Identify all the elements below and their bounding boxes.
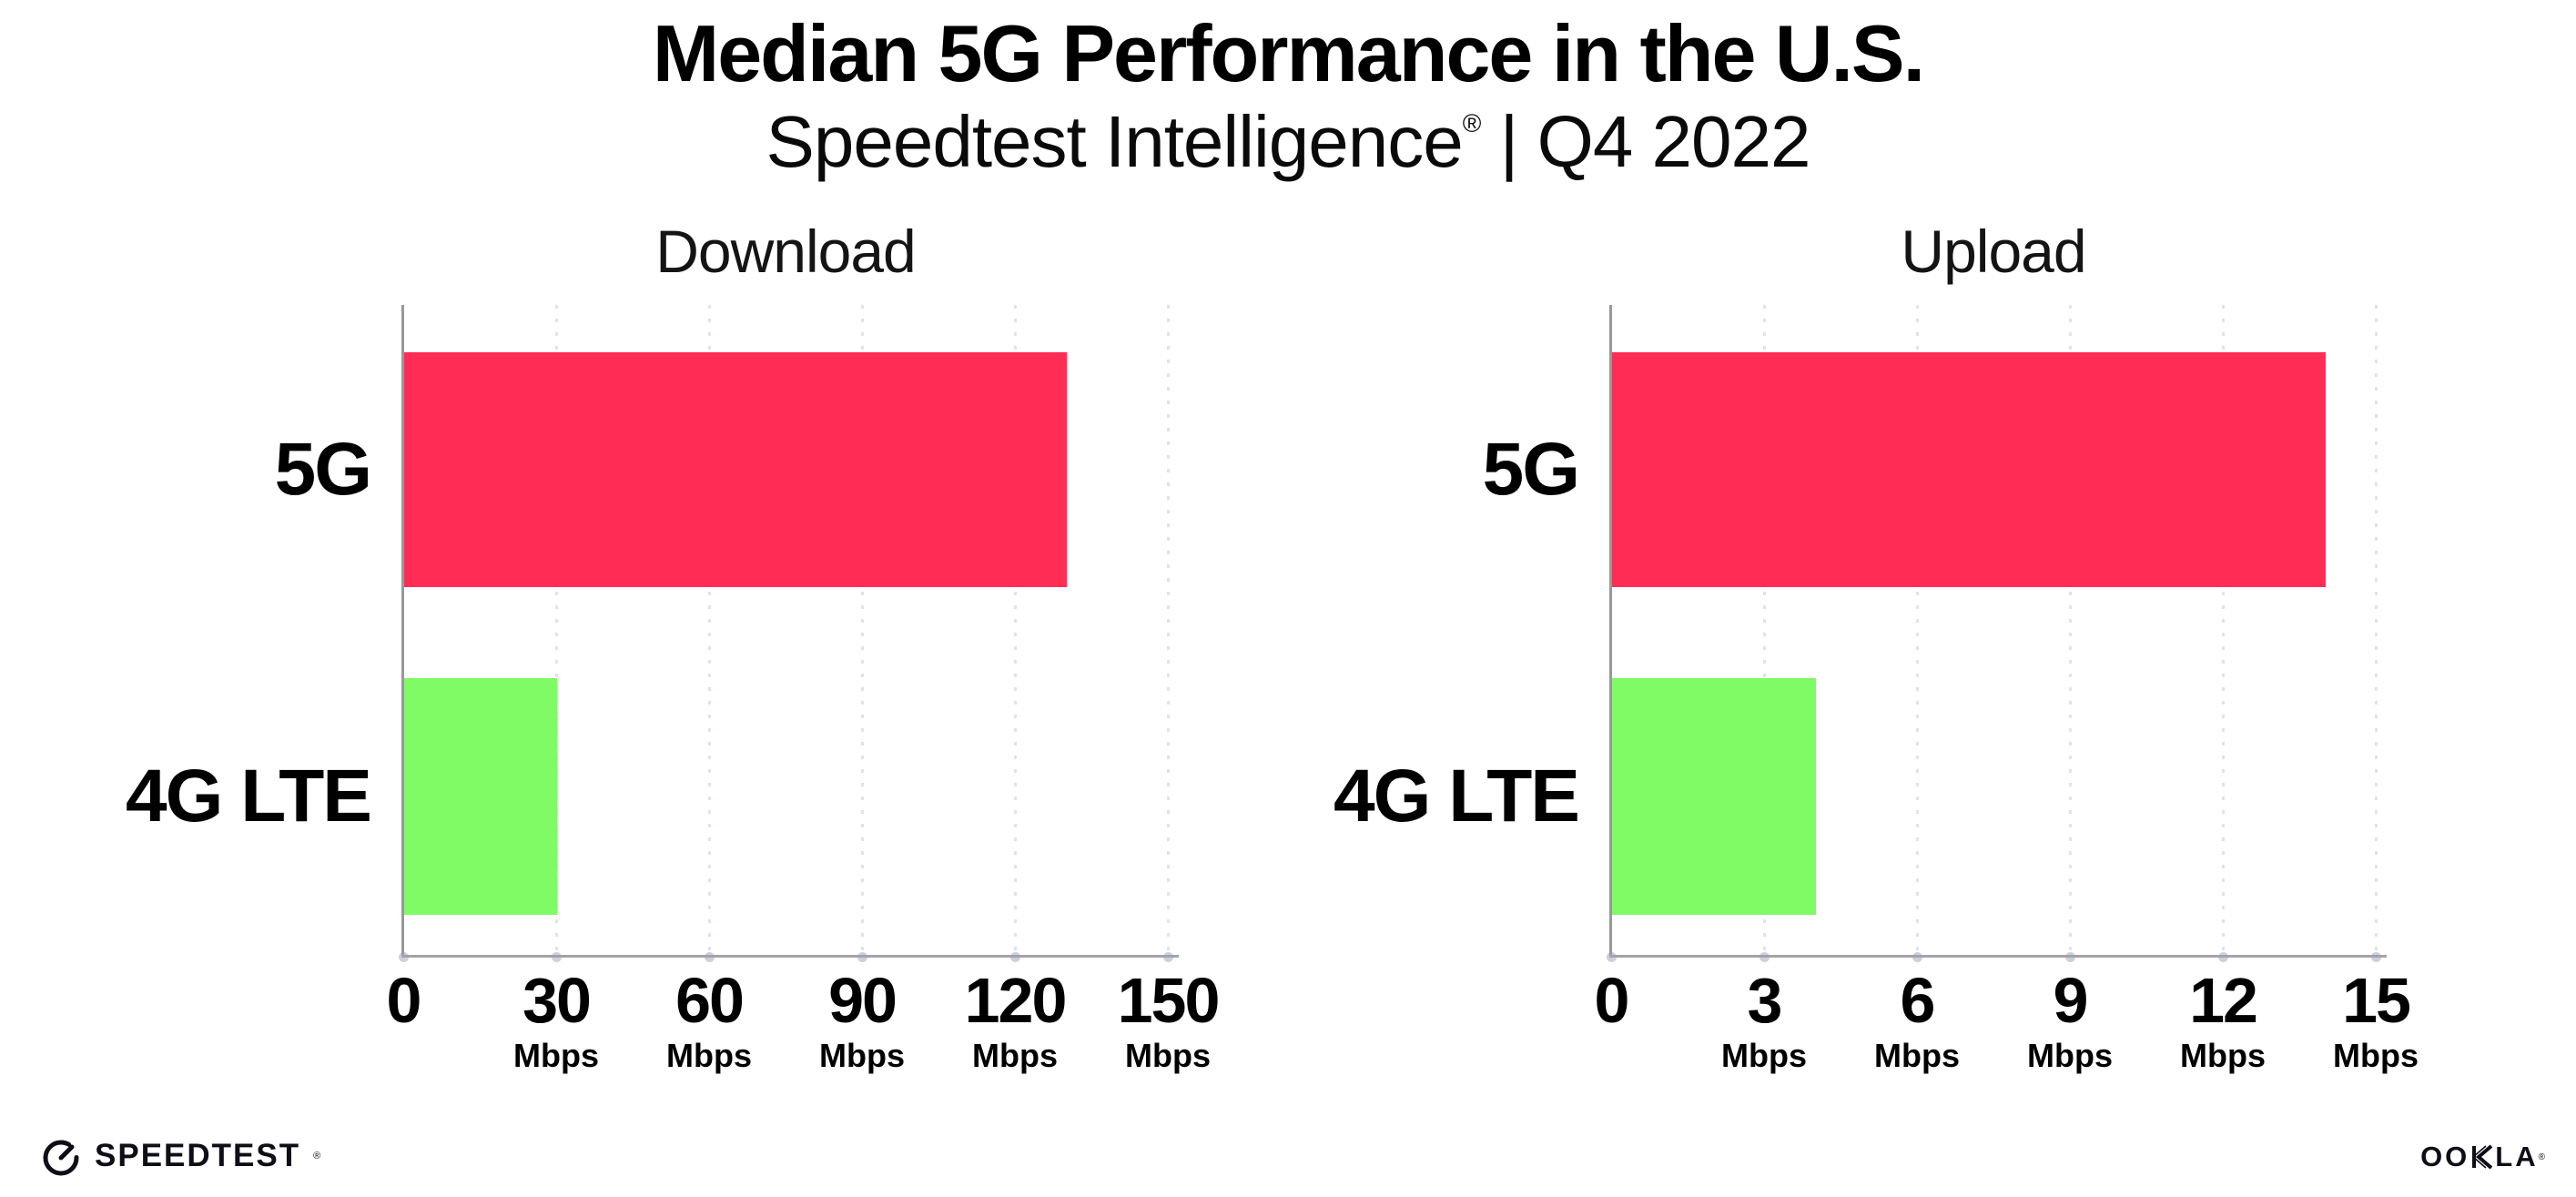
x-tick-unit: Mbps xyxy=(1721,1037,1807,1075)
y-axis-line xyxy=(401,305,404,956)
gridline-150 xyxy=(1167,305,1170,956)
gridline-12 xyxy=(2222,305,2225,956)
bar-4g-lte-upload xyxy=(1612,678,1816,915)
subtitle-brand: Speedtest Intelligence xyxy=(766,101,1463,182)
ookla-registered-mark: ® xyxy=(2538,1151,2545,1162)
category-label-5g: 5G xyxy=(1482,428,1580,511)
x-tick-unit: Mbps xyxy=(972,1037,1058,1075)
gridline-3 xyxy=(1763,305,1766,956)
x-tick-unit: Mbps xyxy=(1125,1037,1211,1075)
x-tick-number: 150 xyxy=(1117,965,1221,1036)
x-tick-unit: Mbps xyxy=(819,1037,905,1075)
page-title: Median 5G Performance in the U.S. xyxy=(652,8,1925,98)
x-tick-unit: Mbps xyxy=(1874,1037,1960,1075)
x-tick-number: 0 xyxy=(386,965,422,1036)
category-label-4g-lte: 4G LTE xyxy=(126,755,372,837)
speedtest-wordmark: SPEEDTEST xyxy=(95,1138,301,1173)
speedtest-logo: SPEEDTEST ® xyxy=(40,1135,320,1177)
x-tick-number: 0 xyxy=(1594,965,1630,1036)
download-chart-title: Download xyxy=(655,218,917,285)
x-tick-label-150: 150 Mbps xyxy=(1059,965,1277,1075)
x-tick-unit: Mbps xyxy=(2027,1037,2113,1075)
x-tick-label-15: 15 Mbps xyxy=(2267,965,2485,1075)
x-tick-number: 3 xyxy=(1747,965,1783,1036)
x-tick-label-30: 30 Mbps xyxy=(447,965,665,1075)
bar-5g-upload xyxy=(1612,352,2326,587)
x-axis-line xyxy=(401,955,1179,958)
x-tick-label-12: 12 Mbps xyxy=(2114,965,2332,1075)
bar-5g-download xyxy=(404,352,1067,587)
speedtest-registered-mark: ® xyxy=(313,1151,321,1161)
ookla-k-icon xyxy=(2472,1144,2493,1170)
upload-chart-title: Upload xyxy=(1901,218,2086,285)
gridline-120 xyxy=(1014,305,1017,956)
gridline-90 xyxy=(861,305,864,956)
x-tick-number: 120 xyxy=(964,965,1068,1036)
page-subtitle: Speedtest Intelligence® | Q4 2022 xyxy=(0,100,2576,184)
upload-plot-area: 0 3 Mbps 6 Mbps 9 Mbps 12 Mbps 15 Mbps 5G 4G LTE xyxy=(1334,305,2419,1074)
ookla-logo: OO LA ® xyxy=(2420,1141,2545,1173)
x-tick-number: 15 xyxy=(2342,965,2411,1036)
x-tick-number: 90 xyxy=(828,965,898,1036)
x-tick-unit: Mbps xyxy=(2333,1037,2419,1075)
category-label-5g: 5G xyxy=(274,428,372,511)
x-tick-label-60: 60 Mbps xyxy=(600,965,818,1075)
download-plot-area: 0 30 Mbps 60 Mbps 90 Mbps 120 Mbps 150 Mbps 5G 4G LT… xyxy=(126,305,1220,1074)
y-axis-line xyxy=(1609,305,1612,956)
x-tick-number: 30 xyxy=(522,965,592,1036)
x-tick-label-0: 0 xyxy=(1502,965,1720,1036)
x-tick-label-120: 120 Mbps xyxy=(906,965,1124,1075)
x-tick-label-3: 3 Mbps xyxy=(1655,965,1873,1075)
gridline-6 xyxy=(1916,305,1919,956)
subtitle-period: | Q4 2022 xyxy=(1480,101,1811,182)
bar-4g-lte-download xyxy=(404,678,557,915)
x-tick-number: 9 xyxy=(2053,965,2089,1036)
x-tick-number: 6 xyxy=(1900,965,1936,1036)
ookla-wordmark-left: OO xyxy=(2420,1141,2470,1172)
x-tick-label-6: 6 Mbps xyxy=(1808,965,2026,1075)
x-tick-unit: Mbps xyxy=(513,1037,599,1075)
x-tick-unit: Mbps xyxy=(2180,1037,2266,1075)
gridline-15 xyxy=(2375,305,2378,956)
x-tick-label-90: 90 Mbps xyxy=(753,965,971,1075)
speedtest-gauge-icon xyxy=(43,1140,79,1176)
category-label-4g-lte: 4G LTE xyxy=(1334,755,1580,837)
x-tick-unit: Mbps xyxy=(666,1037,752,1075)
ookla-wordmark-right: LA xyxy=(2495,1141,2539,1172)
x-tick-label-0: 0 xyxy=(294,965,512,1036)
gridline-60 xyxy=(708,305,711,956)
x-tick-number: 60 xyxy=(675,965,745,1036)
x-axis-line xyxy=(1609,955,2387,958)
gridline-30 xyxy=(555,305,558,956)
x-tick-number: 12 xyxy=(2189,965,2258,1036)
gridline-9 xyxy=(2069,305,2072,956)
x-tick-label-9: 9 Mbps xyxy=(1961,965,2179,1075)
registered-mark: ® xyxy=(1462,109,1482,137)
